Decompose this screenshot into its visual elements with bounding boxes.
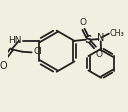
Text: CH₃: CH₃	[110, 29, 125, 38]
Text: O: O	[96, 50, 103, 59]
Text: O: O	[0, 61, 8, 71]
Text: N: N	[97, 33, 104, 43]
Text: HN: HN	[8, 36, 21, 45]
Text: S: S	[85, 35, 92, 45]
Text: Cl: Cl	[33, 47, 42, 56]
Text: O: O	[79, 18, 86, 27]
